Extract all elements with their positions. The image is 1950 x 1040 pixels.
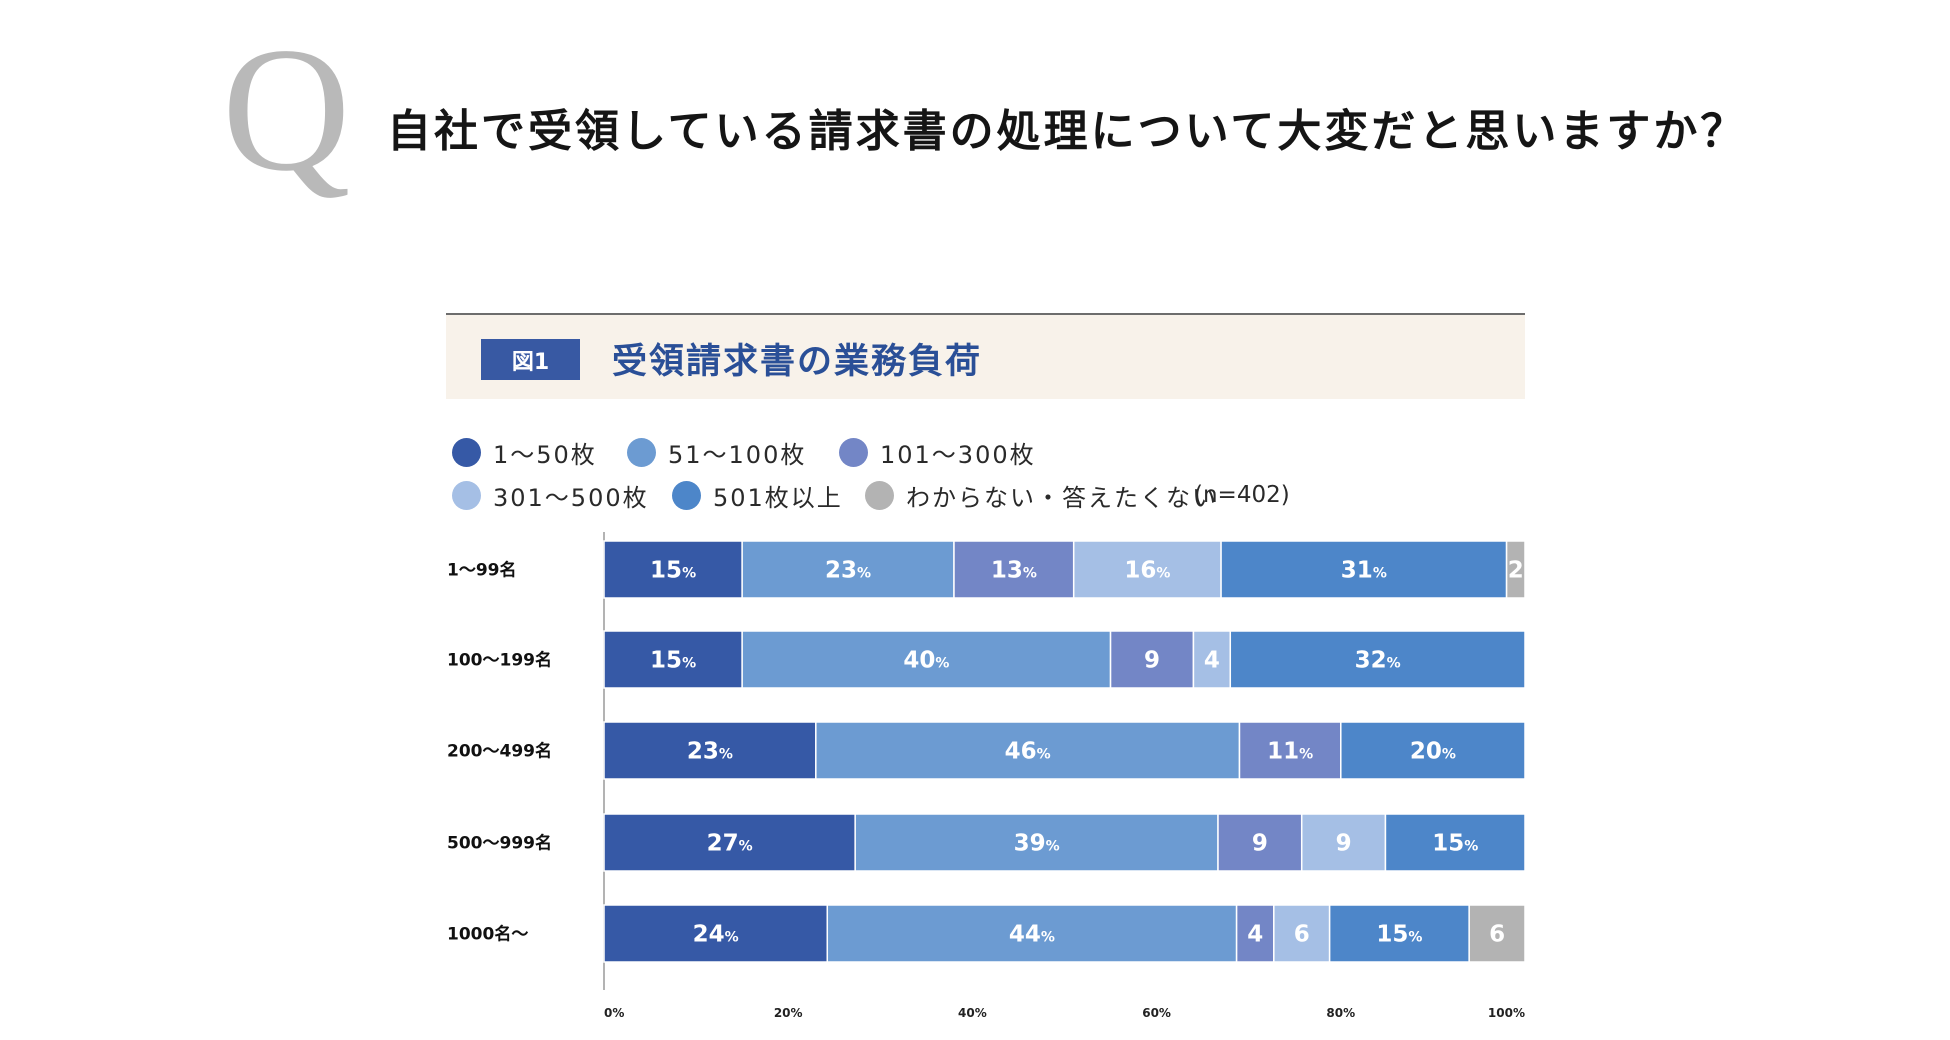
data-label: 6	[1294, 922, 1310, 948]
sample-size-label: (n=402)	[1194, 482, 1290, 508]
legend-dot-icon	[452, 481, 481, 510]
data-label: 9	[1336, 831, 1352, 857]
data-label: 23%	[825, 558, 871, 584]
category-label: 1〜99名	[447, 560, 517, 581]
bar-segment	[603, 540, 743, 599]
figure-header: 図1 受領請求書の業務負荷	[446, 313, 1525, 399]
data-label: 46%	[1005, 739, 1051, 765]
legend-label: 501枚以上	[713, 484, 843, 512]
legend-item-1-50: 1〜50枚	[452, 435, 597, 470]
data-label: 32%	[1355, 648, 1401, 674]
data-label: 13%	[991, 558, 1037, 584]
legend-item-301-500: 301〜500枚	[452, 478, 649, 513]
x-tick-label: 20%	[774, 1006, 803, 1020]
bar-segment	[1238, 721, 1342, 780]
bar-segment	[603, 630, 743, 689]
bar-segment	[815, 721, 1241, 780]
bar-segment	[1229, 630, 1526, 689]
legend-dot-icon	[672, 481, 701, 510]
x-tick-label: 40%	[958, 1006, 987, 1020]
data-label: 11%	[1267, 739, 1313, 765]
data-label: 15%	[650, 648, 696, 674]
legend-label: わからない・答えたくない	[906, 484, 1218, 512]
legend-dot-icon	[865, 481, 894, 510]
figure-badge: 図1	[481, 339, 580, 380]
legend-label: 1〜50枚	[493, 441, 597, 469]
bar-segment	[1273, 904, 1331, 963]
legend-item-501-plus: 501枚以上	[672, 478, 843, 513]
x-tick-label: 80%	[1326, 1006, 1355, 1020]
legend-label: 101〜300枚	[880, 441, 1036, 469]
bar-segment	[953, 540, 1075, 599]
bar-segment	[741, 630, 1112, 689]
data-label: 20%	[1410, 739, 1456, 765]
bar-segment	[1468, 904, 1526, 963]
data-label: 39%	[1014, 831, 1060, 857]
bar-segment	[854, 813, 1219, 872]
data-label: 31%	[1341, 558, 1387, 584]
data-label: 6	[1489, 922, 1505, 948]
bar-segment	[1505, 540, 1526, 599]
data-label: 15%	[650, 558, 696, 584]
data-label: 40%	[903, 648, 949, 674]
data-label: 9	[1144, 648, 1160, 674]
bar-segment	[1328, 904, 1470, 963]
legend-item-51-100: 51〜100枚	[627, 435, 806, 470]
bar-segment	[603, 813, 856, 872]
data-label: 4	[1204, 648, 1220, 674]
x-tick-label: 60%	[1142, 1006, 1171, 1020]
data-label: 23%	[687, 739, 733, 765]
category-label: 500〜999名	[447, 833, 552, 854]
data-label: 44%	[1009, 922, 1055, 948]
x-tick-label: 100%	[1488, 1006, 1525, 1020]
bar-segment	[1384, 813, 1526, 872]
data-label: 15%	[1432, 831, 1478, 857]
legend-label: 301〜500枚	[493, 484, 649, 512]
bar-segment	[1192, 630, 1232, 689]
legend-item-unknown: わからない・答えたくない	[865, 478, 1218, 513]
question-title: 自社で受領している請求書の処理について大変だと思いますか？	[387, 106, 1748, 157]
legend-label: 51〜100枚	[668, 441, 807, 469]
bar-segment	[603, 721, 817, 780]
data-label: 2	[1508, 558, 1524, 584]
data-label: 9	[1252, 831, 1268, 857]
q-mark: Q	[222, 10, 351, 208]
bar-segment	[1300, 813, 1387, 872]
legend-dot-icon	[627, 438, 656, 467]
bar-segment	[741, 540, 955, 599]
data-label: 4	[1247, 922, 1263, 948]
data-label: 16%	[1124, 558, 1170, 584]
category-label: 200〜499名	[447, 741, 552, 762]
bar-segment	[1235, 904, 1275, 963]
category-label: 1000名〜	[447, 924, 528, 945]
x-tick-label: 0%	[604, 1006, 624, 1020]
bar-segment	[603, 904, 829, 963]
figure-title: 受領請求書の業務負荷	[612, 342, 983, 382]
bar-segment	[826, 904, 1238, 963]
legend-item-101-300: 101〜300枚	[839, 435, 1036, 470]
bar-segment	[1340, 721, 1526, 780]
data-label: 27%	[707, 831, 753, 857]
bar-segment	[1109, 630, 1195, 689]
category-label: 100〜199名	[447, 650, 552, 671]
data-label: 15%	[1376, 922, 1422, 948]
data-label: 24%	[693, 922, 739, 948]
bar-segment	[1220, 540, 1508, 599]
legend-dot-icon	[452, 438, 481, 467]
legend-dot-icon	[839, 438, 868, 467]
